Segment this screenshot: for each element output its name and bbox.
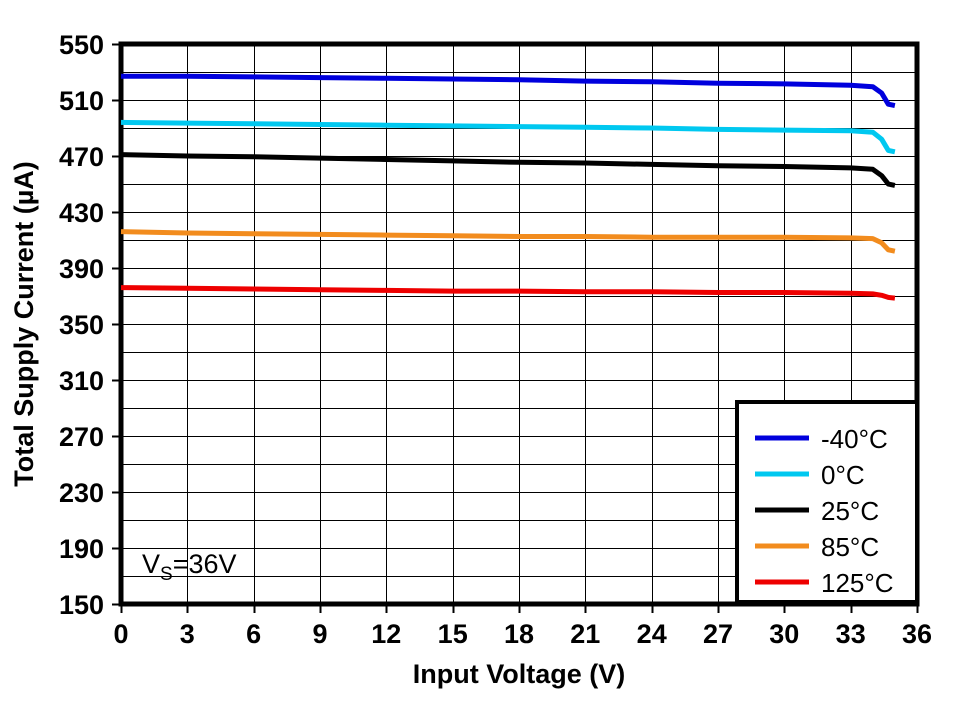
- x-tick-label: 27: [703, 619, 733, 649]
- annotation-vs-36v: VS=36V: [142, 549, 237, 585]
- y-tick-label: 150: [59, 590, 104, 620]
- annotation-label: VS=36V: [142, 549, 237, 585]
- x-tick-label: 3: [180, 619, 195, 649]
- legend-label-25C: 25°C: [821, 496, 879, 526]
- x-tick-label: 9: [312, 619, 327, 649]
- legend-label-40C: -40°C: [821, 424, 888, 454]
- y-tick-label: 350: [59, 310, 104, 340]
- annotation-v: V: [142, 549, 160, 579]
- y-axis-tick-labels: 150 190 230 270 310 350 390 430 470 510 550: [59, 30, 104, 620]
- x-axis-tick-labels: 0 3 6 9 12 15 18 21 24 27 30 33 36: [113, 619, 932, 649]
- y-axis-title: Total Supply Current (µA): [9, 161, 39, 487]
- annotation-subscript: S: [160, 564, 173, 585]
- legend-label-125C: 125°C: [821, 568, 894, 598]
- plot-frame: [118, 41, 920, 607]
- legend-box: [735, 400, 919, 604]
- y-tick-label: 470: [59, 142, 104, 172]
- legend-label-0C: 0°C: [821, 460, 865, 490]
- x-tick-label: 12: [371, 619, 401, 649]
- y-tick-label: 190: [59, 534, 104, 564]
- annotation-value: =36V: [173, 549, 237, 579]
- x-tick-label: 15: [438, 619, 468, 649]
- data-series-layer: [120, 73, 896, 301]
- x-tick-label: 18: [504, 619, 534, 649]
- x-tick-label: 33: [836, 619, 866, 649]
- legend-items: -40°C 0°C 25°C 85°C 125°C: [755, 424, 894, 598]
- x-tick-label: 36: [902, 619, 932, 649]
- x-axis-title: Input Voltage (V): [413, 659, 625, 689]
- series-line-40C: [121, 73, 896, 109]
- y-tick-label: 390: [59, 254, 104, 284]
- y-tick-label: 510: [59, 86, 104, 116]
- x-tick-label: 0: [113, 619, 128, 649]
- series-line-0C: [120, 119, 896, 155]
- legend: -40°C 0°C 25°C 85°C 125°C: [735, 400, 919, 604]
- series-line-85C: [120, 229, 896, 254]
- x-tick-label: 21: [570, 619, 600, 649]
- series-line-125C: [120, 285, 896, 301]
- x-tick-label: 24: [637, 619, 667, 649]
- x-tick-label: 30: [769, 619, 799, 649]
- series-line-25C: [120, 152, 896, 188]
- x-tick-label: 6: [246, 619, 261, 649]
- y-tick-label: 430: [59, 198, 104, 228]
- y-tick-label: 230: [59, 478, 104, 508]
- legend-label-85C: 85°C: [821, 532, 879, 562]
- y-tick-label: 550: [59, 30, 104, 60]
- y-tick-label: 310: [59, 366, 104, 396]
- y-tick-label: 270: [59, 422, 104, 452]
